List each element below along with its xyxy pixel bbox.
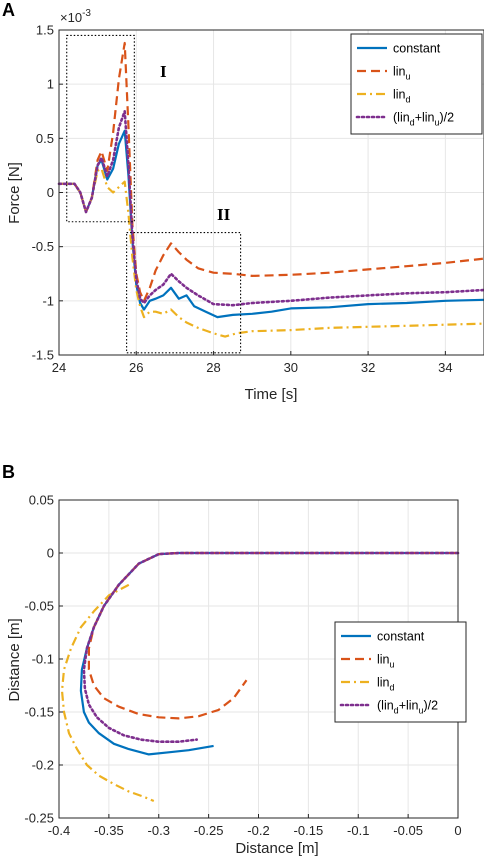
panel-a-xlabel: Time [s] xyxy=(245,386,298,403)
y-tick-label: -1.5 xyxy=(32,348,54,363)
y-tick-label: -0.2 xyxy=(32,758,54,773)
y-tick-label: -0.1 xyxy=(32,652,54,667)
y-tick-label: 0.05 xyxy=(29,493,54,508)
x-tick-label: 34 xyxy=(438,360,452,375)
y-tick-label: 0.5 xyxy=(36,131,54,146)
series-line-2 xyxy=(59,167,484,338)
x-tick-label: -0.3 xyxy=(148,823,170,838)
panel-a-exponent: ×10-3 xyxy=(60,8,91,25)
y-tick-label: 0 xyxy=(47,185,54,200)
y-tick-label: 1.5 xyxy=(36,23,54,38)
panel-a-ylabel: Force [N] xyxy=(6,162,23,224)
panel-a-axes: 24 26 28 30 32 34 1.5 1 0.5 0 -0.5 -1 -1.5 xyxy=(32,23,484,375)
x-tick-label: 26 xyxy=(129,360,143,375)
legend-label: linu xyxy=(393,65,411,82)
x-tick-label: 28 xyxy=(206,360,220,375)
panel-a-series xyxy=(57,41,484,338)
x-tick-label: -0.1 xyxy=(347,823,369,838)
x-tick-label: 30 xyxy=(284,360,298,375)
panel-b-series xyxy=(60,551,460,803)
series-line-1 xyxy=(59,41,484,302)
legend-label: (lind+linu)/2 xyxy=(393,111,454,128)
panel-b-xlabel: Distance [m] xyxy=(235,840,318,857)
x-tick-label: -0.35 xyxy=(94,823,124,838)
panel-a-annotation-boxes xyxy=(66,34,242,354)
panel-a-legend: constant linu lind (lind+linu)/2 xyxy=(350,33,483,135)
y-tick-label: 0 xyxy=(47,546,54,561)
annotation-box-0 xyxy=(66,34,135,223)
axes-box xyxy=(58,29,484,356)
x-tick-label: -0.15 xyxy=(294,823,324,838)
x-tick-label: -0.05 xyxy=(393,823,423,838)
legend-label: lind xyxy=(393,88,411,105)
panel-b-axes: -0.4 -0.35 -0.3 -0.25 -0.2 -0.15 -0.1 -0.05 0 0.0… xyxy=(24,493,461,839)
x-tick-label: 0 xyxy=(454,823,461,838)
y-tick-label: 1 xyxy=(47,77,54,92)
y-tick-label: -0.05 xyxy=(24,599,54,614)
x-tick-label: -0.25 xyxy=(194,823,224,838)
y-tick-label: -1 xyxy=(42,293,54,308)
legend-label: constant xyxy=(393,42,441,56)
panel-b-ylabel: Distance [m] xyxy=(6,618,23,701)
y-tick-label: -0.5 xyxy=(32,239,54,254)
series-line-3 xyxy=(82,551,460,744)
annotation-label-ii: II xyxy=(217,205,231,224)
y-tick-label: -0.25 xyxy=(24,811,54,826)
annotation-label-i: I xyxy=(160,62,167,81)
legend-label: constant xyxy=(377,630,425,644)
legend-label: (lind+linu)/2 xyxy=(377,699,438,716)
x-tick-label: 32 xyxy=(361,360,375,375)
x-tick-label: -0.4 xyxy=(48,823,70,838)
x-tick-label: 24 xyxy=(52,360,66,375)
panel-label-b: B xyxy=(2,462,15,482)
series-line-3 xyxy=(57,110,484,307)
y-tick-label: -0.15 xyxy=(24,705,54,720)
panel-b-legend: constant linu lind (lind+linu)/2 xyxy=(334,621,467,723)
panel-b: B -0.4 -0.35 -0.3 -0.25 -0.2 -0.15 -0.1 -0.05 0 0… xyxy=(2,462,467,857)
series-line-2 xyxy=(60,583,155,803)
x-tick-label: -0.2 xyxy=(247,823,269,838)
panel-a: A 24 26 28 30 32 34 1.5 1 0.5 0 -0.5 -1 -1.5 ×10-3 I… xyxy=(2,0,484,403)
annotation-box-1 xyxy=(126,232,242,354)
panel-label-a: A xyxy=(2,0,15,20)
legend-label: lind xyxy=(377,676,395,693)
legend-label: linu xyxy=(377,653,395,670)
